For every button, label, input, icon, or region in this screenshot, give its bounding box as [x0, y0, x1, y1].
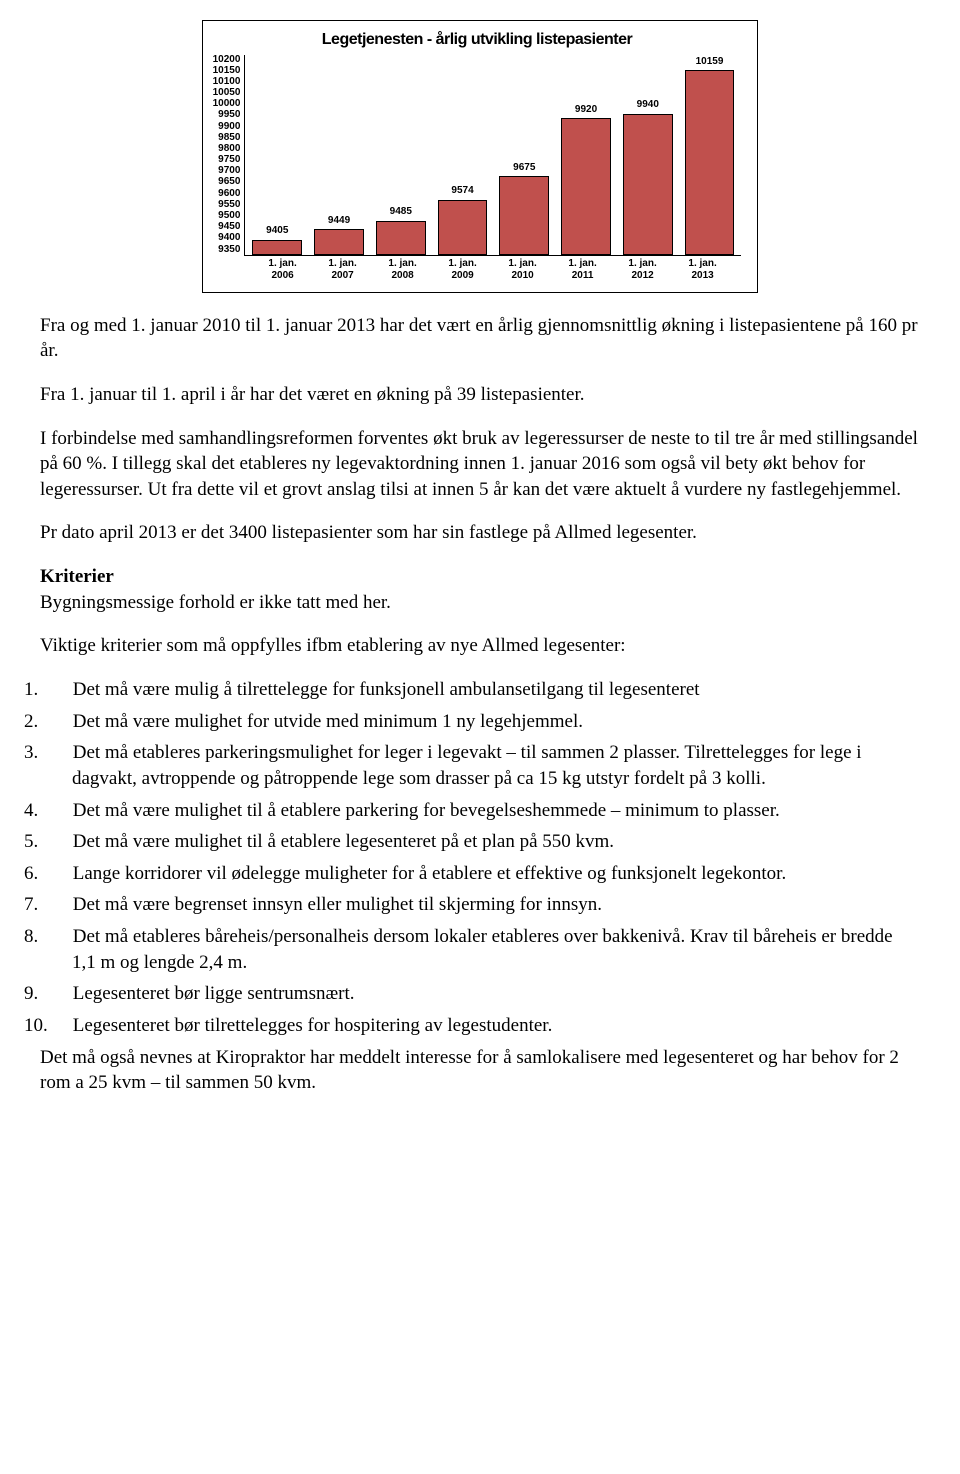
chart-y-axis: 10200101501010010050100009950 99009850980… [213, 55, 245, 255]
bar-value-label: 10159 [696, 55, 724, 69]
criteria-item: 10. Legesenteret bør tilrettelegges for … [72, 1013, 920, 1039]
list-text: Det må være mulig å tilrettelegge for fu… [68, 679, 700, 700]
list-number: 9. [48, 981, 68, 1007]
criteria-item: 2. Det må være mulighet for utvide med m… [72, 709, 920, 735]
x-tick-label: 1. jan.2006 [253, 258, 313, 282]
criteria-item: 8. Det må etableres båreheis/personalhei… [72, 924, 920, 975]
paragraph-1: Fra og med 1. januar 2010 til 1. januar … [40, 313, 920, 364]
list-number: 2. [48, 709, 68, 735]
paragraph-2: Fra 1. januar til 1. april i år har det … [40, 382, 920, 408]
list-number: 3. [48, 740, 68, 766]
bar-value-label: 9675 [513, 161, 535, 175]
y-tick-label: 9600 [218, 189, 240, 199]
list-text: Det må etableres parkeringsmulighet for … [68, 742, 862, 789]
x-tick-label: 1. jan.2013 [673, 258, 733, 282]
chart-column: 9485 [377, 55, 425, 255]
x-tick-label: 1. jan.2012 [613, 258, 673, 282]
bar [252, 240, 302, 255]
y-tick-label: 9850 [218, 133, 240, 143]
y-tick-label: 9750 [218, 155, 240, 165]
paragraph-3: I forbindelse med samhandlingsreformen f… [40, 426, 920, 503]
y-tick-label: 9350 [218, 245, 240, 255]
x-tick-label: 1. jan.2007 [313, 258, 373, 282]
list-text: Det må etableres båreheis/personalheis d… [68, 926, 893, 973]
bar [314, 229, 364, 254]
x-tick-label: 1. jan.2011 [553, 258, 613, 282]
y-tick-label: 10150 [213, 66, 241, 76]
y-tick-label: 10000 [213, 99, 241, 109]
paragraph-4: Pr dato april 2013 er det 3400 listepasi… [40, 520, 920, 546]
kriterier-subtext: Bygningsmessige forhold er ikke tatt med… [40, 592, 391, 613]
criteria-item: 1. Det må være mulig å tilrettelegge for… [72, 677, 920, 703]
list-number: 1. [48, 677, 68, 703]
list-text: Lange korridorer vil ødelegge muligheter… [68, 863, 786, 884]
list-number: 6. [48, 861, 68, 887]
y-tick-label: 9400 [218, 233, 240, 243]
chart-column: 9675 [500, 55, 548, 255]
chart-column: 9449 [315, 55, 363, 255]
chart-frame: Legetjenesten - årlig utvikling listepas… [202, 20, 759, 293]
criteria-item: 3. Det må etableres parkeringsmulighet f… [72, 740, 920, 791]
section-heading-kriterier: Kriterier [40, 566, 114, 587]
criteria-item: 7. Det må være begrenset innsyn eller mu… [72, 892, 920, 918]
x-tick-label: 1. jan.2009 [433, 258, 493, 282]
y-tick-label: 9650 [218, 177, 240, 187]
bar [376, 221, 426, 255]
chart-column: 9405 [253, 55, 301, 255]
criteria-list: 1. Det må være mulig å tilrettelegge for… [40, 677, 920, 1039]
list-number: 5. [48, 829, 68, 855]
chart-title: Legetjenesten - årlig utvikling listepas… [213, 29, 742, 51]
bar [561, 118, 611, 254]
y-tick-label: 10200 [213, 55, 241, 65]
list-text: Det må være begrenset innsyn eller mulig… [68, 894, 602, 915]
x-tick-label: 1. jan.2008 [373, 258, 433, 282]
chart-column: 9940 [624, 55, 672, 255]
chart-x-axis: 1. jan.20061. jan.20071. jan.20081. jan.… [253, 256, 733, 282]
y-tick-label: 9900 [218, 122, 240, 132]
list-text: Det må være mulighet til å etablere park… [68, 800, 780, 821]
y-tick-label: 9500 [218, 211, 240, 221]
y-tick-label: 9450 [218, 222, 240, 232]
bar [623, 114, 673, 255]
list-number: 10. [48, 1013, 68, 1039]
bar-value-label: 9940 [637, 98, 659, 112]
bar-value-label: 9405 [266, 224, 288, 238]
bar [438, 200, 488, 255]
x-tick-label: 1. jan.2010 [493, 258, 553, 282]
criteria-item: 9. Legesenteret bør ligge sentrumsnært. [72, 981, 920, 1007]
bar [499, 176, 549, 254]
bar-value-label: 9920 [575, 103, 597, 117]
list-text: Legesenteret bør tilrettelegges for hosp… [68, 1015, 552, 1036]
bar [685, 70, 735, 255]
list-text: Legesenteret bør ligge sentrumsnært. [68, 983, 355, 1004]
chart-plot: 10200101501010010050100009950 99009850980… [213, 55, 742, 256]
criteria-item: 6. Lange korridorer vil ødelegge mulighe… [72, 861, 920, 887]
y-tick-label: 10100 [213, 77, 241, 87]
bar-value-label: 9574 [451, 184, 473, 198]
chart-column: 10159 [686, 55, 734, 255]
criteria-item: 5. Det må være mulighet til å etablere l… [72, 829, 920, 855]
bar-value-label: 9485 [390, 205, 412, 219]
y-tick-label: 9950 [218, 110, 240, 120]
list-text: Det må være mulighet for utvide med mini… [68, 711, 583, 732]
list-text: Det må være mulighet til å etablere lege… [68, 831, 614, 852]
list-number: 8. [48, 924, 68, 950]
y-tick-label: 9800 [218, 144, 240, 154]
bar-value-label: 9449 [328, 214, 350, 228]
y-tick-label: 10050 [213, 88, 241, 98]
y-tick-label: 9700 [218, 166, 240, 176]
list-number: 7. [48, 892, 68, 918]
list-number: 4. [48, 798, 68, 824]
paragraph-5: Viktige kriterier som må oppfylles ifbm … [40, 633, 920, 659]
paragraph-6: Det må også nevnes at Kiropraktor har me… [40, 1045, 920, 1096]
chart-column: 9920 [562, 55, 610, 255]
chart-plot-area: 9405 9449 9485 9574 9675 9920 9940 10159 [244, 55, 741, 256]
chart-column: 9574 [439, 55, 487, 255]
chart-container: Legetjenesten - årlig utvikling listepas… [40, 20, 920, 293]
criteria-item: 4. Det må være mulighet til å etablere p… [72, 798, 920, 824]
y-tick-label: 9550 [218, 200, 240, 210]
